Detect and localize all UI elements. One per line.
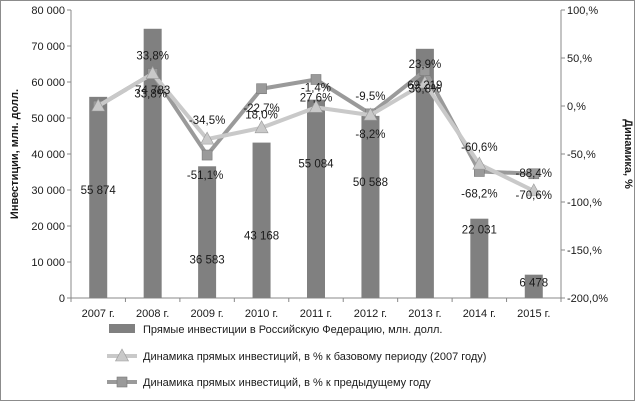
point-marker-triangle xyxy=(145,65,160,79)
data-label-bar: 43 168 xyxy=(244,231,279,243)
data-label-previous-year: 27,6% xyxy=(300,93,333,105)
y-left-tick-label: 10 000 xyxy=(31,257,65,269)
data-label-bar: 36 583 xyxy=(190,254,225,266)
point-marker-triangle xyxy=(472,156,487,170)
x-tick-label: 2007 г. xyxy=(82,308,115,320)
y-right-tick-label: -50,% xyxy=(567,149,596,161)
bar-direct-investment xyxy=(361,115,380,298)
data-label-previous-year: 36,8% xyxy=(409,84,442,96)
data-label-bar: 22 031 xyxy=(462,225,497,237)
y-left-tick-label: 20 000 xyxy=(31,221,65,233)
point-marker-triangle xyxy=(91,98,106,112)
data-label-bar: 6 478 xyxy=(519,278,548,290)
y-left-tick-label: 70 000 xyxy=(31,41,65,53)
bar-direct-investment xyxy=(143,28,162,299)
data-label-bar: 50 588 xyxy=(353,177,388,189)
data-label-base-period: 23,9% xyxy=(409,59,442,71)
data-label-previous-year: 18,0% xyxy=(245,110,278,122)
data-label-base-period: -60,6% xyxy=(461,142,497,154)
data-label-base-period: 33,8% xyxy=(136,51,169,63)
data-label-previous-year: -8,2% xyxy=(355,129,385,141)
y-left-tick-label: 40 000 xyxy=(31,149,65,161)
data-label-base-period: -1,4% xyxy=(301,82,331,94)
point-marker-triangle xyxy=(363,107,378,121)
data-label-base-period: -34,5% xyxy=(189,115,225,127)
y-right-tick-label: 50,% xyxy=(567,53,592,65)
data-label-base-period: -9,5% xyxy=(355,91,385,103)
point-marker-triangle xyxy=(417,75,432,89)
legend-marker-triangle xyxy=(114,348,130,362)
bar-direct-investment xyxy=(524,274,543,298)
bar-direct-investment xyxy=(252,142,271,298)
data-label-bar: 55 084 xyxy=(298,159,334,171)
data-label-previous-year: -70,6% xyxy=(516,190,552,202)
y-right-tick-label: 0,% xyxy=(567,101,586,113)
data-label-previous-year: 33,8% xyxy=(134,89,167,101)
y-right-tick-label: 100,% xyxy=(567,5,598,17)
legend-label-base: Динамика прямых инвестиций, в % к базово… xyxy=(143,351,486,363)
bar-direct-investment xyxy=(470,218,489,298)
point-marker-triangle xyxy=(308,99,324,113)
y-right-axis-title: Динамика, % xyxy=(622,119,634,189)
legend-marker-square xyxy=(116,376,128,388)
x-tick-label: 2008 г. xyxy=(136,308,169,320)
x-tick-label: 2011 г. xyxy=(300,308,332,320)
y-left-tick-label: 50 000 xyxy=(31,113,65,125)
legend-label-bar: Прямые инвестиции в Российскую Федерацию… xyxy=(143,324,442,336)
x-tick-label: 2012 г. xyxy=(354,308,387,320)
x-tick-label: 2014 г. xyxy=(463,308,496,320)
y-right-tick-label: -100,% xyxy=(567,197,602,209)
point-marker-square xyxy=(256,83,267,95)
bar-direct-investment xyxy=(307,99,325,298)
x-tick-label: 2009 г. xyxy=(190,308,223,320)
y-left-tick-label: 80 000 xyxy=(31,5,65,17)
point-marker-square xyxy=(201,149,213,161)
y-left-tick-label: 60 000 xyxy=(31,77,65,89)
data-label-previous-year: -51,1% xyxy=(187,170,223,182)
x-tick-label: 2013 г. xyxy=(408,308,441,320)
point-marker-square xyxy=(528,168,540,180)
bar-direct-investment xyxy=(198,166,217,298)
bar-direct-investment xyxy=(89,96,108,298)
y-right-tick-label: -200,0% xyxy=(567,293,608,305)
bar-direct-investment xyxy=(415,48,434,298)
data-label-base-period: -22,7% xyxy=(243,103,279,115)
point-marker-triangle xyxy=(526,183,541,197)
x-tick-label: 2015 г. xyxy=(517,308,550,320)
point-marker-square xyxy=(310,74,322,85)
y-left-tick-label: 0 xyxy=(59,293,65,305)
point-marker-triangle xyxy=(254,120,269,134)
data-label-bar: 55 874 xyxy=(81,185,117,197)
data-label-bar: 69 219 xyxy=(407,80,442,92)
x-tick-label: 2010 г. xyxy=(245,308,278,320)
legend-label-prev: Динамика прямых инвестиций, в % к предыд… xyxy=(143,377,431,389)
y-left-axis-title: Инвестиции, млн. долл. xyxy=(9,89,21,219)
data-label-previous-year: -68,2% xyxy=(461,188,497,200)
data-label-base-period: -88,4% xyxy=(516,168,552,180)
y-right-tick-label: -150,% xyxy=(567,245,602,257)
point-marker-triangle xyxy=(200,131,215,145)
data-label-bar: 74 783 xyxy=(135,85,170,97)
y-left-tick-label: 30 000 xyxy=(31,185,65,197)
legend-swatch-bar xyxy=(109,324,135,333)
